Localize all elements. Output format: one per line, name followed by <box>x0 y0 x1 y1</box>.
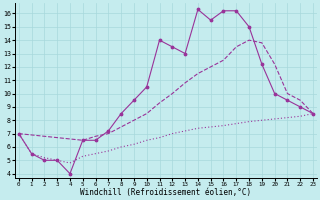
X-axis label: Windchill (Refroidissement éolien,°C): Windchill (Refroidissement éolien,°C) <box>80 188 252 197</box>
